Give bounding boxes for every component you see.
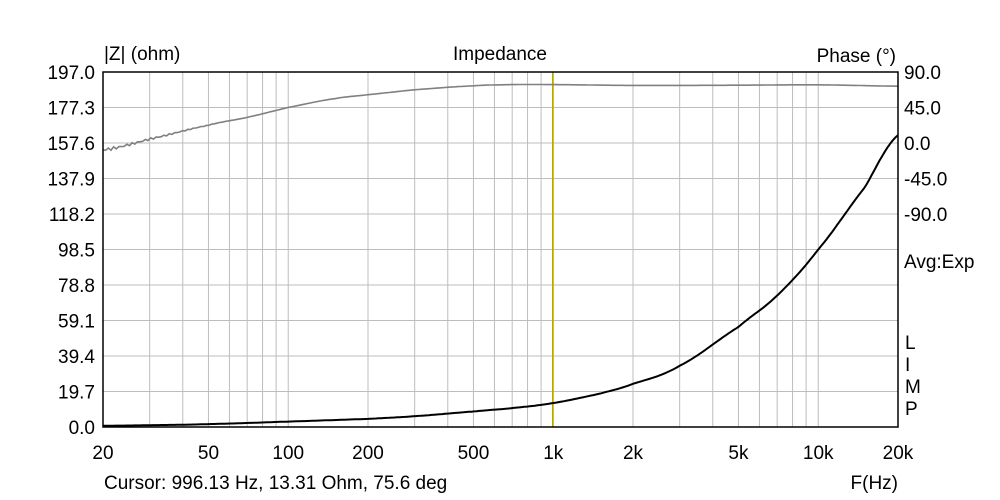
left-axis-label: |Z| (ohm) (104, 44, 180, 65)
y-right-tick-label: -45.0 (904, 170, 947, 191)
averaging-label: Avg:Exp (904, 252, 974, 273)
y-left-tick-label: 177.3 (47, 99, 95, 120)
x-axis-label: F(Hz) (851, 473, 898, 494)
y-left-tick-label: 197.0 (47, 63, 95, 84)
tick-labels: 20 50 100 200 500 1k 2k 5k 10k 20k 197.0 177.3 157.6… (47, 63, 947, 464)
x-tick-label: 100 (272, 443, 304, 464)
y-left-tick-label: 78.8 (58, 276, 95, 297)
y-left-tick-label: 19.7 (58, 383, 95, 404)
phase-curve (102, 83, 898, 152)
y-left-tick-label: 137.9 (47, 170, 95, 191)
y-left-tick-label: 59.1 (58, 312, 95, 333)
x-tick-label: 50 (198, 443, 219, 464)
chart-title: Impedance (453, 44, 547, 65)
x-tick-label: 2k (623, 443, 644, 464)
y-left-tick-label: 118.2 (49, 205, 95, 226)
side-letter-label: P (905, 399, 918, 420)
side-letter-label: I (905, 355, 910, 376)
x-tick-label: 5k (728, 443, 749, 464)
y-left-tick-label: 98.5 (58, 241, 95, 262)
plot-frame (102, 71, 899, 428)
y-right-tick-label: -90.0 (904, 205, 947, 226)
impedance-curve (103, 134, 899, 427)
x-tick-label: 10k (803, 443, 834, 464)
y-right-tick-label: 0.0 (904, 134, 930, 155)
y-left-tick-label: 157.6 (47, 134, 95, 155)
x-tick-label: 500 (458, 443, 490, 464)
cursor-readout: Cursor: 996.13 Hz, 13.31 Ohm, 75.6 deg (104, 473, 447, 494)
x-tick-label: 200 (352, 443, 384, 464)
x-tick-label: 20k (883, 443, 914, 464)
curves (102, 72, 899, 427)
right-axis-label: Phase (°) (817, 46, 896, 67)
y-right-tick-label: 45.0 (904, 99, 941, 120)
x-tick-label: 1k (543, 443, 564, 464)
y-left-tick-label: 0.0 (69, 418, 95, 439)
side-letter-label: M (905, 377, 921, 398)
grid (103, 72, 898, 427)
y-left-tick-label: 39.4 (58, 347, 95, 368)
x-tick-label: 20 (92, 443, 113, 464)
y-right-tick-label: 90.0 (904, 63, 941, 84)
side-letter-label: L (905, 333, 916, 354)
